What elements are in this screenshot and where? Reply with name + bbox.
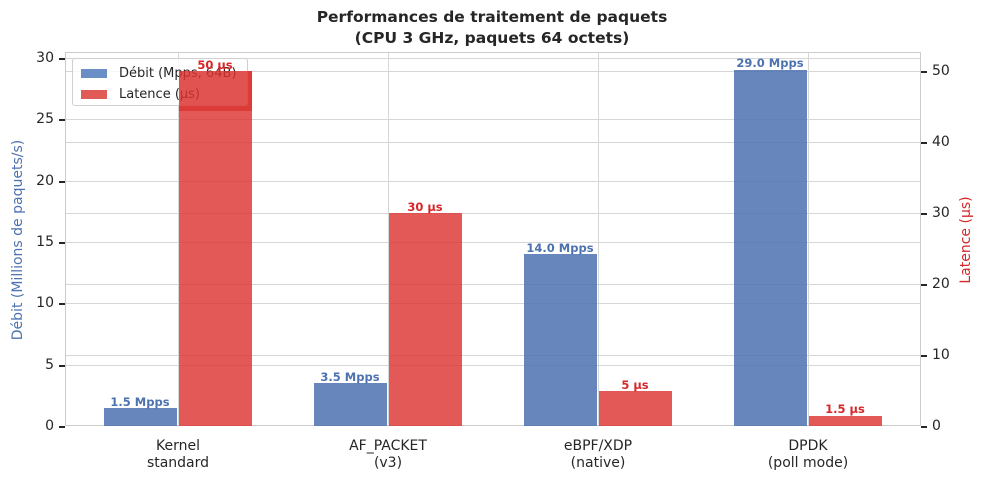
ytick-right: 10 [932,347,950,363]
gridline [65,365,921,366]
chart-title-line2: (CPU 3 GHz, paquets 64 octets) [354,29,630,47]
chart-title-line1: Performances de traitement de paquets [316,8,668,26]
bar-throughput-kernel [104,408,177,426]
tick-mark [59,303,65,305]
gridline [65,71,921,72]
value-label-latency-overlay: 50 µs [197,58,233,72]
x-tick-label: Kernel standard [146,438,210,471]
chart-title: Performances de traitement de paquets (C… [0,7,984,49]
gridline [65,58,921,59]
y-axis-label-right: Latence (µs) [958,196,974,284]
value-label-throughput: 29.0 Mpps [736,56,804,70]
tick-mark [59,242,65,244]
bar-latency-afpacket [389,213,462,426]
plot-area [65,52,921,426]
legend-swatch-blue [81,68,107,78]
ytick-left: 10 [36,295,54,311]
tick-mark [921,142,927,144]
tick-mark [921,355,927,357]
value-label-throughput: 3.5 Mpps [320,370,380,384]
tick-mark [59,365,65,367]
legend-swatch-red [81,89,107,99]
y-axis-label-left: Débit (Millions de paquets/s) [10,139,26,341]
gridline [65,142,921,143]
tick-mark [921,284,927,286]
gridline [65,303,921,304]
gridline [65,119,921,120]
ytick-left: 0 [45,418,54,434]
ytick-left: 5 [45,357,54,373]
x-tick-label: AF_PACKET (v3) [349,438,427,471]
ytick-right: 40 [932,134,950,150]
ytick-right: 20 [932,276,950,292]
bar-latency-ebpf [599,391,672,426]
ytick-right: 0 [932,418,941,434]
tick-mark [59,58,65,60]
ytick-left: 30 [36,50,54,66]
value-label-throughput: 14.0 Mpps [526,241,594,255]
tick-mark [59,119,65,121]
bar-latency-dpdk [809,416,882,426]
bar-throughput-dpdk [734,70,807,426]
gridline [65,213,921,214]
tick-mark [921,71,927,73]
bar-throughput-ebpf [524,254,597,426]
gridline [598,52,599,426]
value-label-throughput: 1.5 Mpps [110,395,170,409]
gridline [178,52,179,426]
bar-latency-kernel-overlay [179,71,252,111]
ytick-left: 15 [36,234,54,250]
tick-mark [59,181,65,183]
bar-throughput-afpacket [314,383,387,426]
gridline [65,355,921,356]
tick-mark [59,426,65,428]
value-label-latency: 30 µs [407,200,443,214]
gridline [65,242,921,243]
value-label-latency: 5 µs [621,378,649,392]
bar-latency-kernel [179,71,252,426]
tick-mark [921,213,927,215]
ytick-right: 50 [932,63,950,79]
ytick-left: 25 [36,111,54,127]
gridline [808,52,809,426]
value-label-latency: 1.5 µs [825,402,865,416]
ytick-right: 30 [932,205,950,221]
tick-mark [921,426,927,428]
gridline [65,284,921,285]
gridline [388,52,389,426]
ytick-left: 20 [36,173,54,189]
x-tick-label: eBPF/XDP (native) [563,438,633,471]
x-tick-label: DPDK (poll mode) [767,438,849,471]
gridline [65,181,921,182]
